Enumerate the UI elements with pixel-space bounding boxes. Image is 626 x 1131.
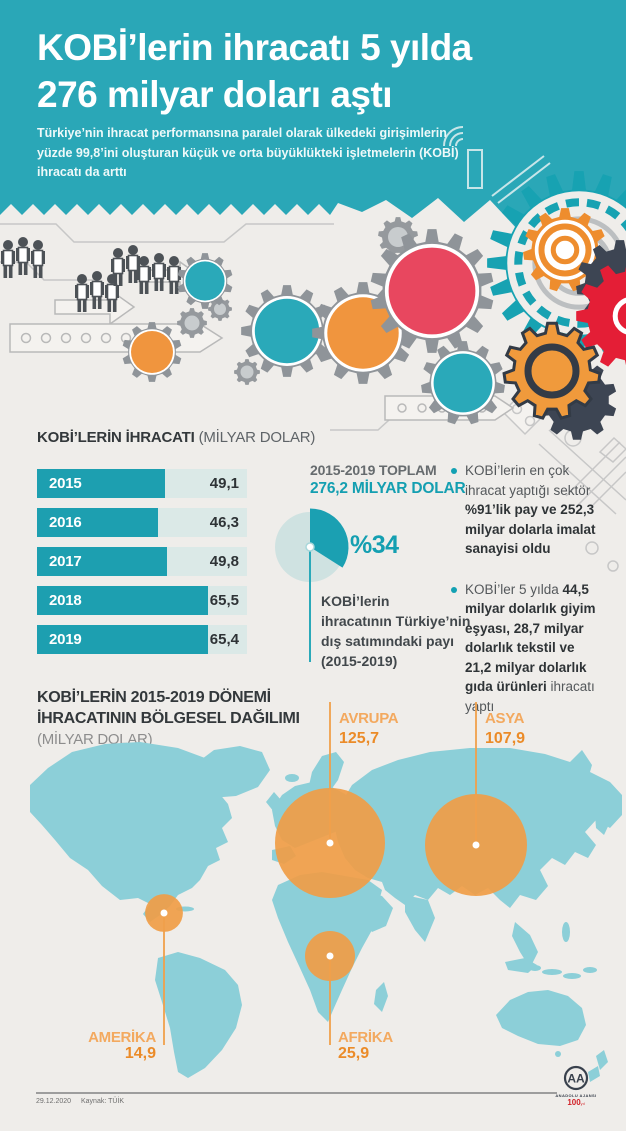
- pie-chart: [275, 508, 349, 662]
- footer-source: Kaynak: TÜİK: [81, 1098, 125, 1105]
- map-title-line1: KOBİ’LERİN 2015-2019 DÖNEMİ: [37, 689, 271, 706]
- map-title-line2: İHRACATININ BÖLGESEL DAĞILIMI: [37, 710, 300, 727]
- bar-chart-title: KOBİ’LERİN İHRACATI (MİLYAR DOLAR): [37, 429, 315, 446]
- pie-caption-line1: KOBİ’lerin: [321, 593, 390, 609]
- pie-main-slice: [310, 508, 349, 568]
- pie-total-label: 276,2 MİLYAR DOLAR: [310, 480, 466, 497]
- bar-fill: [37, 547, 167, 576]
- bar-value-label: 49,8: [209, 553, 239, 570]
- fact-text: KOBİ’ler 5 yılda 44,5 milyar dolarlık gi…: [465, 581, 596, 714]
- gear-icon: [312, 282, 414, 384]
- bar-row-2016: 2016 46,3: [37, 508, 247, 537]
- bar-fill: [37, 586, 208, 615]
- region-value-label: 107,9: [485, 730, 525, 747]
- people-icons: [1, 237, 45, 278]
- pie-caption-line3: dış satımındaki payı: [321, 633, 455, 649]
- bar-value-label: 49,1: [209, 475, 239, 492]
- bar-category-label: 2019: [49, 631, 82, 648]
- bar-value-label: 65,4: [209, 631, 239, 648]
- aa-logo-icon: AA: [563, 1065, 589, 1091]
- subheadline-line2: yüzde 99,8’ini oluşturan küçük ve orta b…: [37, 145, 459, 160]
- gear-icon: [122, 322, 182, 382]
- map-region-AVRUPA: AVRUPA 125,7: [275, 702, 399, 898]
- subheadline-line1: Türkiye’nin ihracat performansına parale…: [37, 126, 447, 140]
- pie-caption-line4: (2015-2019): [321, 653, 398, 669]
- region-value-label: 25,9: [338, 1045, 369, 1062]
- header-background: [0, 0, 626, 236]
- gear-icon: [421, 341, 505, 425]
- people-icons: [137, 253, 181, 294]
- people-icons: [111, 245, 140, 286]
- bar-row-2019: 2019 65,4: [37, 625, 247, 654]
- bar-chart: 2015 49,1 2016 46,3 2017 49,8 2018 65,5 2019 65,4: [37, 469, 247, 664]
- pie-caption: KOBİ’lerin ihracatının Türkiye’nin dış sat…: [321, 591, 496, 671]
- region-value-label: 14,9: [125, 1045, 156, 1062]
- bar-chart-title-main: KOBİ’LERİN İHRACATI: [37, 429, 199, 446]
- pie-percent-label: %34: [350, 531, 399, 559]
- gear-icon: [177, 308, 207, 338]
- bar-fill: [37, 625, 208, 654]
- fact-list: KOBİ’lerin en çok ihracat yaptığı sektör…: [451, 461, 603, 737]
- agency-logo: AA ANADOLU AJANSI 100yıl: [549, 1064, 603, 1108]
- factory-icon: [443, 126, 551, 204]
- region-value-label: 125,7: [339, 730, 379, 747]
- region-center-dot: [472, 841, 480, 849]
- region-name-label: AMERİKA: [88, 1029, 156, 1046]
- headline-line1: KOBİ’lerin ihracatı 5 yılda: [37, 27, 472, 68]
- fact-item-2: KOBİ’ler 5 yılda 44,5 milyar dolarlık gi…: [451, 580, 603, 717]
- bar-row-2018: 2018 65,5: [37, 586, 247, 615]
- gear-icon: [208, 297, 232, 321]
- gear-icon: [177, 253, 233, 309]
- agency-name: ANADOLU AJANSI: [555, 1093, 597, 1098]
- bar-row-2017: 2017 49,8: [37, 547, 247, 576]
- bar-category-label: 2015: [49, 475, 82, 492]
- footer-date: 29.12.2020: [36, 1098, 72, 1105]
- headline: KOBİ’lerin ihracatı 5 yılda 276 milyar d…: [37, 24, 472, 118]
- gears-illustration: [0, 0, 626, 572]
- region-center-dot: [326, 839, 334, 847]
- region-name-label: AVRUPA: [339, 710, 399, 727]
- subheadline: Türkiye’nin ihracat performansına parale…: [37, 124, 459, 183]
- centennial-mark: 100yıl: [567, 1098, 585, 1107]
- subheadline-line3: ihracatı da arttı: [37, 165, 127, 179]
- bar-category-label: 2016: [49, 514, 82, 531]
- region-name-label: AFRİKA: [338, 1029, 393, 1046]
- pie-center-dot: [305, 542, 315, 552]
- headline-line2: 276 milyar doları aştı: [37, 74, 393, 115]
- gear-icon: [241, 285, 333, 377]
- bar-category-label: 2018: [49, 592, 82, 609]
- region-center-dot: [160, 909, 168, 917]
- bar-category-label: 2017: [49, 553, 82, 570]
- map-region-ASYA: ASYA 107,9: [425, 702, 527, 896]
- fact-text: KOBİ’lerin en çok ihracat yaptığı sektör…: [465, 463, 596, 556]
- footer-divider: [36, 1092, 557, 1094]
- region-center-dot: [326, 952, 334, 960]
- gear-icon: [502, 321, 602, 420]
- pie-period-label: 2015-2019 TOPLAM: [310, 462, 437, 478]
- people-icons: [75, 271, 119, 312]
- gear-icon: [576, 265, 626, 367]
- bullet-icon: [451, 586, 457, 593]
- bullet-icon: [451, 468, 457, 474]
- bar-value-label: 65,5: [209, 592, 239, 609]
- gear-icon: [370, 229, 494, 353]
- svg-text:AA: AA: [567, 1072, 585, 1086]
- fact-item-1: KOBİ’lerin en çok ihracat yaptığı sektör…: [451, 461, 603, 559]
- bar-row-2015: 2015 49,1: [37, 469, 247, 498]
- bar-value-label: 46,3: [209, 514, 239, 531]
- bar-fill: [37, 469, 165, 498]
- bar-chart-title-unit: (MİLYAR DOLAR): [198, 429, 316, 446]
- bar-fill: [37, 508, 158, 537]
- pie-caption-line2: ihracatının Türkiye’nin: [321, 613, 471, 629]
- gear-icon: [234, 359, 260, 385]
- region-name-label: ASYA: [485, 710, 525, 727]
